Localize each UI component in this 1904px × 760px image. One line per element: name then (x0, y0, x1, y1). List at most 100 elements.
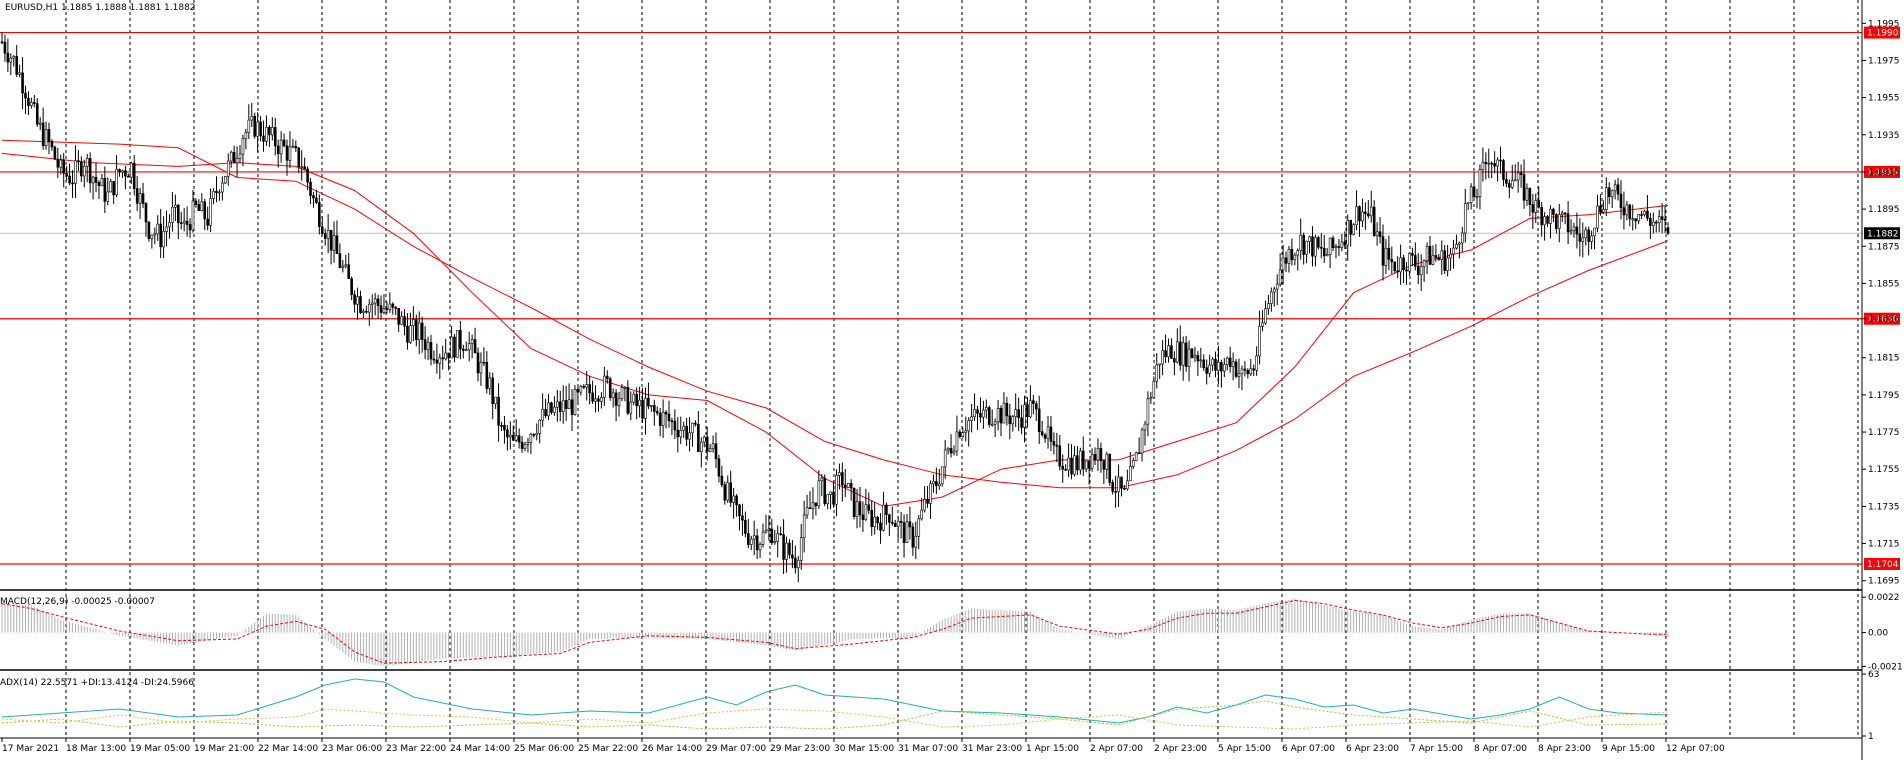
candle (1079, 447, 1082, 475)
candle (1422, 259, 1426, 282)
candle (767, 515, 771, 541)
candle (1625, 201, 1629, 221)
candle-body (749, 538, 753, 545)
candle (473, 327, 477, 354)
candle-body (929, 483, 932, 504)
candle (30, 97, 33, 109)
candle-body (1193, 355, 1197, 358)
candle (1240, 365, 1244, 391)
candle-body (444, 352, 447, 360)
candle-body (917, 518, 921, 537)
candle-body (256, 121, 259, 137)
candle (109, 178, 113, 193)
candle-body (544, 408, 547, 417)
candle (303, 157, 306, 170)
candle-body (1308, 236, 1311, 242)
candle (1405, 262, 1408, 285)
candle-body (318, 202, 321, 228)
candle (700, 437, 703, 468)
candle-body (1455, 244, 1458, 249)
candle-body (329, 229, 333, 251)
candle-body (567, 399, 571, 410)
candle-body (949, 448, 953, 454)
adx-axis-label: 63 (1868, 670, 1879, 680)
candle-body (923, 498, 926, 511)
candle-body (776, 533, 780, 542)
candle (632, 391, 636, 406)
candle-body (3, 41, 7, 54)
candle-body (1046, 426, 1050, 439)
candle (523, 441, 527, 452)
candle (1161, 340, 1164, 376)
candle (811, 487, 815, 520)
candle (6, 38, 10, 72)
candle (782, 519, 785, 575)
time-axis-label: 19 Mar 21:00 (194, 744, 254, 754)
candle-body (600, 397, 603, 402)
macd-axis-label: 0.0022 (1868, 593, 1900, 603)
candle-body (12, 56, 16, 59)
candle (1508, 179, 1511, 199)
candle (329, 229, 333, 265)
candle-body (153, 233, 157, 236)
candle (365, 305, 368, 314)
candle-body (362, 310, 365, 313)
candle (491, 372, 494, 420)
candle (1446, 244, 1449, 277)
candle-body (558, 401, 562, 412)
candle (1258, 310, 1261, 365)
candle-body (138, 193, 142, 204)
candle (323, 228, 327, 246)
candle (1205, 359, 1208, 385)
candle-body (71, 182, 74, 185)
candle (705, 426, 709, 461)
candle-body (88, 158, 92, 184)
candle (1152, 376, 1156, 399)
candle-body (1317, 237, 1320, 248)
candle-body (359, 296, 362, 313)
candle-body (1604, 187, 1608, 210)
candle-body (532, 434, 536, 436)
candle-body (682, 425, 685, 431)
candle (979, 397, 982, 423)
candle-body (488, 377, 492, 389)
candle-body (1569, 230, 1573, 233)
price-axis-label: 1.1755 (1868, 465, 1900, 475)
candle (676, 417, 680, 453)
candle (459, 320, 462, 360)
price-chart-plot[interactable]: 1.1990 1.1915 1.1836 1.1704 1.1882 (0, 26, 1900, 583)
candle-body (320, 226, 324, 234)
adx-series-line-di (1, 708, 1669, 730)
candle (9, 53, 13, 76)
candle (1223, 357, 1226, 378)
candle (717, 454, 721, 483)
candle (993, 418, 997, 438)
candle-body (394, 306, 398, 309)
candle (1202, 354, 1206, 371)
candle-body (711, 443, 715, 449)
candle-body (353, 294, 356, 305)
candle (1061, 454, 1065, 483)
candle (397, 308, 400, 332)
candle (118, 168, 121, 177)
candle (1596, 194, 1599, 233)
candle (1396, 256, 1399, 279)
candle-body (1252, 368, 1256, 371)
candle-body (1146, 398, 1150, 425)
candle-body (1428, 245, 1432, 265)
level-price-tag-label: 1.1704 (1867, 560, 1899, 570)
candle (124, 165, 127, 190)
candle-body (1228, 357, 1232, 368)
candle (306, 166, 309, 191)
time-axis-label: 23 Mar 22:00 (386, 744, 446, 754)
candle-body (294, 145, 298, 149)
candle-body (127, 175, 130, 178)
candle-body (620, 387, 624, 399)
candle (115, 155, 118, 198)
candle-body (1525, 188, 1529, 201)
candle (964, 416, 968, 442)
candle-body (129, 162, 133, 178)
candle (838, 463, 841, 490)
